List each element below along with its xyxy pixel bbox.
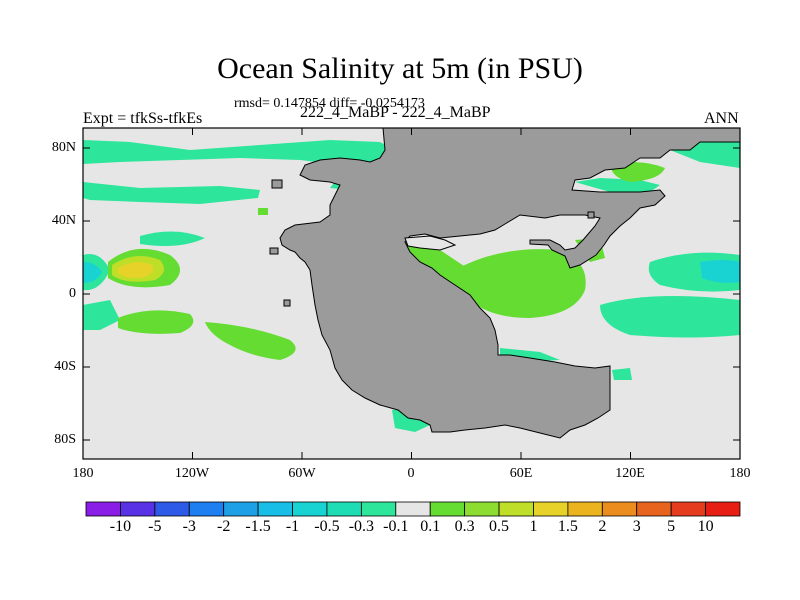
colorbar-tick-label: -1 <box>285 518 300 535</box>
colorbar-tick-label: 2 <box>598 518 607 535</box>
colorbar-swatch <box>188 501 225 517</box>
colorbar-swatch <box>326 501 362 517</box>
colorbar-tick-label: 1.5 <box>557 518 578 535</box>
lon-tick-label: 120E <box>615 466 645 481</box>
colorbar-tick-label: 10 <box>697 518 714 535</box>
colorbar-tick-label: -10 <box>109 518 132 535</box>
colorbar-swatch <box>120 501 156 517</box>
lon-tick-label: 60E <box>509 466 533 481</box>
colorbar-swatch <box>533 501 569 517</box>
case-label: 222_4_MaBP - 222_4_MaBP <box>300 104 491 121</box>
colorbar-swatch <box>85 501 121 517</box>
inland-sea <box>404 235 457 251</box>
colorbar-swatch <box>601 501 638 517</box>
colorbar-tick-label: -0.3 <box>348 518 375 535</box>
colorbar-swatch <box>464 501 500 517</box>
lat-tick-label: 40N <box>51 213 76 228</box>
island <box>271 179 283 189</box>
positive-anomaly-patch <box>454 249 586 318</box>
colorbar-tick-label: 5 <box>667 518 676 535</box>
negative-anomaly-patch <box>83 262 102 283</box>
negative-anomaly-patch <box>612 368 632 380</box>
lon-tick-label: 120W <box>174 466 210 481</box>
positive-anomaly-patch <box>140 231 205 246</box>
colorbar-tick-label: -5 <box>148 518 162 535</box>
positive-anomaly-patch <box>83 140 395 170</box>
axis-ticks <box>82 128 741 459</box>
lat-tick-label: 80S <box>54 432 76 447</box>
negative-anomaly-patch <box>575 178 660 192</box>
lat-tick-label: 80N <box>51 140 76 155</box>
colorbar-swatch <box>567 501 603 517</box>
colorbar-tick-label: -1.5 <box>245 518 271 535</box>
plot-title: Ocean Salinity at 5m (in PSU) <box>217 52 583 85</box>
lon-tick-label: 0 <box>407 466 415 481</box>
colorbar-swatch <box>154 501 190 517</box>
colorbar-tick-label: -3 <box>182 518 196 535</box>
island <box>283 299 291 307</box>
lon-tick-label: 60W <box>288 466 316 481</box>
colorbar-tick-label: -2 <box>217 518 231 535</box>
positive-anomaly-patch <box>205 322 296 360</box>
colorbar-tick-label: 1 <box>529 518 538 535</box>
colorbar-swatch <box>705 501 741 517</box>
lon-tick-label: 180 <box>72 466 94 481</box>
positive-anomaly-patch <box>118 310 194 334</box>
lat-tick-label: 40S <box>54 359 76 374</box>
land-mass <box>279 127 741 439</box>
colorbar-swatch <box>395 501 431 517</box>
colorbar-tick-label: 0.1 <box>420 518 441 535</box>
colorbar-tick-label: 3 <box>632 518 641 535</box>
lon-tick-label: 180 <box>729 466 751 481</box>
colorbar-tick-label: 0.3 <box>454 518 475 535</box>
lat-tick-label: 0 <box>69 286 76 301</box>
stats-line: rmsd= 0.147854 diff= -0.0254173 <box>234 96 425 111</box>
colorbar-tick-label: -0.1 <box>383 518 409 535</box>
colorbar-tick-label: 0.5 <box>489 518 510 535</box>
colorbar-swatch <box>498 501 534 517</box>
positive-anomaly-patch <box>258 208 268 215</box>
negative-anomaly-patch <box>600 296 740 338</box>
negative-anomaly-patch <box>700 260 740 283</box>
colorbar-swatch <box>292 501 328 517</box>
colorbar-swatch <box>636 501 672 517</box>
colorbar <box>85 501 741 517</box>
island <box>269 247 279 255</box>
colorbar-swatch <box>257 501 293 517</box>
season-label: ANN <box>704 110 739 127</box>
colorbar-tick-label: -0.5 <box>314 518 340 535</box>
experiment-label: Expt = tfkSs-tfkEs <box>83 110 203 127</box>
island <box>587 211 595 219</box>
positive-anomaly-patch <box>83 182 260 204</box>
positive-anomaly-patch <box>118 262 154 278</box>
colorbar-swatch <box>223 501 259 517</box>
colorbar-swatch <box>360 501 397 517</box>
negative-anomaly-patch <box>83 300 120 330</box>
colorbar-swatch <box>670 501 706 517</box>
colorbar-swatch <box>429 501 466 517</box>
